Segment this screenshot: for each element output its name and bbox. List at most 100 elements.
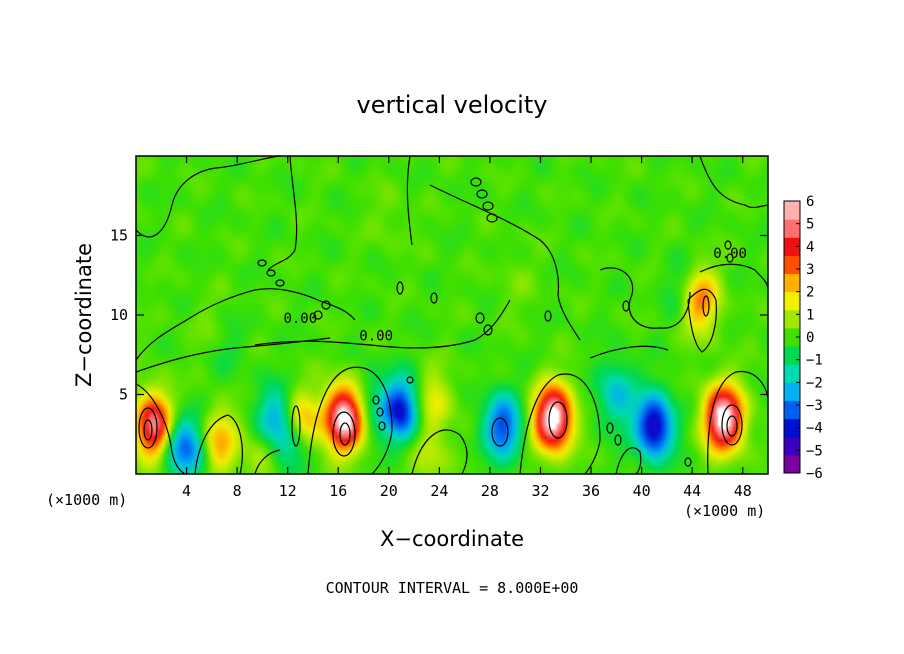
contour-line <box>622 300 630 312</box>
contour-line <box>376 407 384 417</box>
colorbar-tick-label: 1 <box>806 307 814 323</box>
colorbar-swatch <box>784 382 800 401</box>
contour-line <box>257 259 267 267</box>
contour-line <box>138 407 158 449</box>
colorbar-swatch <box>784 309 800 329</box>
colorbar-tick-label: 0 <box>806 330 814 346</box>
colorbar-tick-label: 3 <box>806 262 814 278</box>
colorbar-tick-label: 6 <box>806 194 814 210</box>
colorbar-swatch <box>784 273 800 293</box>
contour-interval-note: CONTOUR INTERVAL = 8.000E+00 <box>326 579 579 597</box>
contour-line <box>194 414 243 474</box>
contour-line <box>470 177 482 187</box>
y-axis-label: Z−coordinate <box>72 243 96 387</box>
colorbar-swatch <box>784 201 800 220</box>
contour-line <box>429 184 581 341</box>
contour-line <box>475 312 485 324</box>
contour-line <box>599 267 691 329</box>
velocity-field <box>136 156 768 474</box>
x-tick-label: 44 <box>683 482 701 500</box>
contour-line <box>482 201 494 211</box>
colorbar-tick-label: −6 <box>806 466 823 482</box>
contour-line <box>332 411 356 457</box>
contour-line <box>430 292 438 304</box>
contour-line <box>136 288 356 361</box>
x-tick-label: 28 <box>481 482 499 500</box>
colorbar-tick-label: 4 <box>806 239 814 255</box>
contour-line <box>699 156 768 209</box>
contour-label: 0.00 <box>283 311 317 327</box>
contour-line <box>136 383 186 474</box>
x-tick-label: 48 <box>734 482 752 500</box>
y-tick-label: 10 <box>110 306 128 324</box>
colorbar-swatch <box>784 255 800 275</box>
x-tick-label: 8 <box>233 482 242 500</box>
contour-line <box>707 371 768 474</box>
colorbar-tick-label: −2 <box>806 375 823 391</box>
contour-line <box>396 281 404 295</box>
contour-line <box>726 253 734 263</box>
x-tick-label: 16 <box>329 482 347 500</box>
contour-line <box>687 288 717 353</box>
contour-line <box>548 401 568 439</box>
contour-line <box>702 295 710 317</box>
contour-line <box>544 310 552 322</box>
contour-line <box>615 447 642 474</box>
contour-line <box>684 457 692 467</box>
contour-line <box>614 434 622 446</box>
contour-line <box>589 345 669 359</box>
contour-line <box>486 213 498 223</box>
x-unit-right: (×1000 m) <box>684 502 765 520</box>
colorbar-swatch <box>784 346 800 365</box>
contour-line <box>291 405 301 447</box>
x-tick-label: 12 <box>279 482 297 500</box>
contour-line <box>699 263 768 291</box>
contour-labels: 0.00 0.00 0.00 <box>283 246 746 345</box>
contour-line <box>378 421 386 431</box>
contour-line <box>267 156 298 271</box>
contour-lines <box>136 156 768 474</box>
x-tick-label: 24 <box>430 482 448 500</box>
colorbar-tick-label: −3 <box>806 398 823 414</box>
colorbar-swatch <box>784 400 800 420</box>
contour-line <box>476 189 488 199</box>
contour-line <box>307 366 393 474</box>
x-tick-label: 36 <box>582 482 600 500</box>
colorbar-swatch <box>784 237 800 256</box>
contour-line <box>519 373 601 474</box>
x-axis-label: X−coordinate <box>380 527 524 551</box>
colorbar-tick-label: −1 <box>806 353 823 369</box>
contour-line <box>254 449 281 474</box>
contour-line <box>313 310 323 320</box>
contour-line <box>726 415 738 437</box>
contour-line <box>143 419 153 441</box>
colorbar-swatch <box>784 219 800 238</box>
x-tick-label: 20 <box>380 482 398 500</box>
contour-line <box>721 404 743 446</box>
colorbar-swatch <box>784 291 800 311</box>
colorbar-tick-label: 5 <box>806 217 814 233</box>
colorbar-tick-label: −4 <box>806 421 823 437</box>
colorbar: 6 5 4 3 2 1 0 −1 −2 −3 −4 −5 −6 <box>783 194 823 482</box>
x-tick-label: 32 <box>531 482 549 500</box>
colorbar-swatch <box>784 454 800 474</box>
contour-label: 0.00 <box>359 328 393 344</box>
contour-line <box>136 156 281 238</box>
x-axis: 4 8 12 16 20 24 28 32 36 40 44 48 <box>182 156 752 500</box>
contour-line <box>339 422 351 446</box>
contour-line <box>321 300 331 310</box>
contour-line <box>491 417 509 447</box>
contour-line <box>406 376 414 384</box>
y-axis: 5 10 15 <box>110 227 768 404</box>
x-tick-label: 4 <box>182 482 191 500</box>
contour-line <box>724 240 732 250</box>
y-tick-label: 5 <box>119 386 128 404</box>
colorbar-swatch <box>784 364 800 383</box>
contour-label: 0.00 <box>713 246 747 262</box>
contour-line <box>606 422 614 434</box>
colorbar-swatch <box>784 327 800 347</box>
colorbar-tick-label: −5 <box>806 443 823 459</box>
x-unit-left: (×1000 m) <box>46 491 127 509</box>
contour-line <box>483 324 493 336</box>
